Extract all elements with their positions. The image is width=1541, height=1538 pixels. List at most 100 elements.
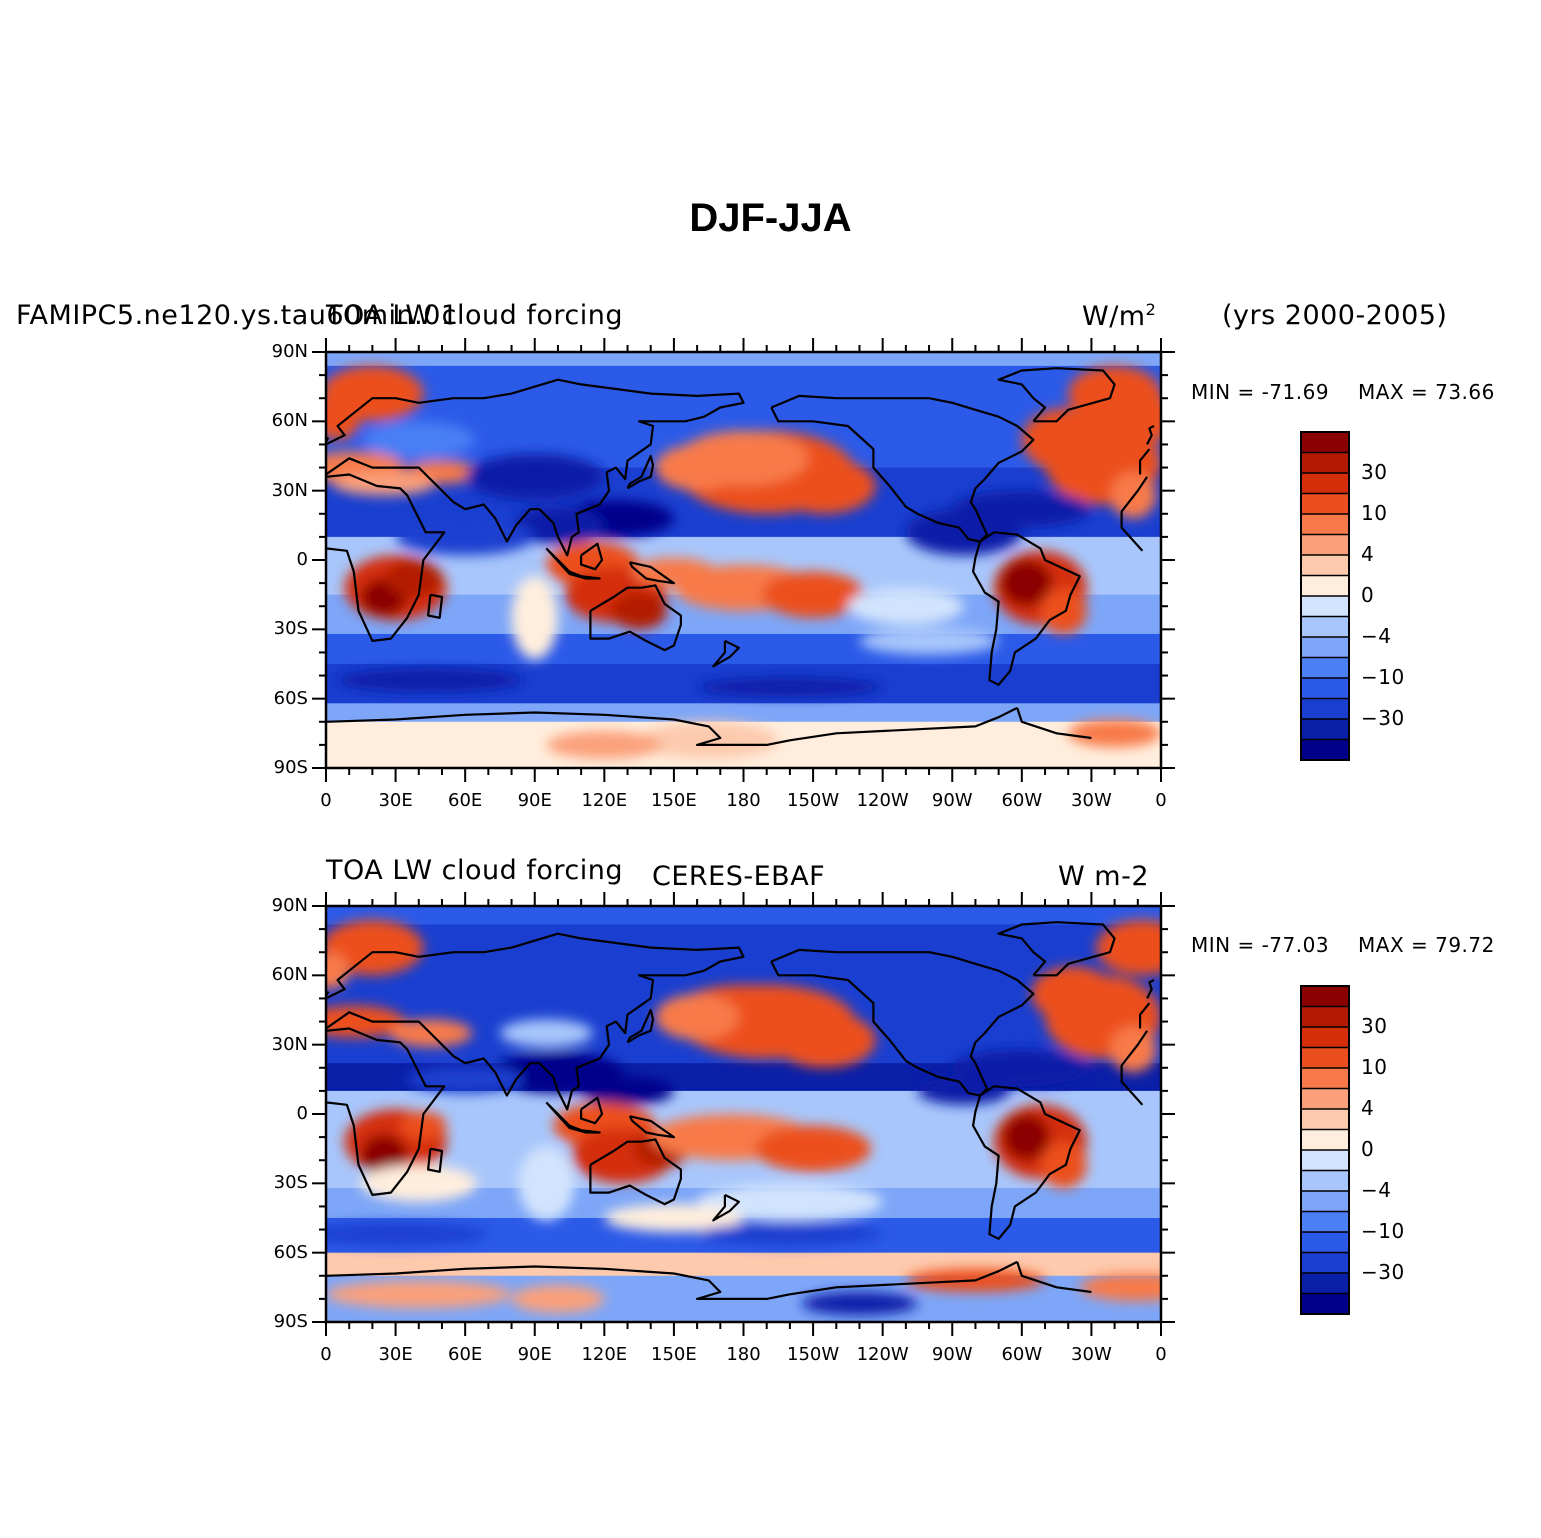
panel1-field-band <box>326 703 1161 723</box>
panel2-colorbar-box <box>1301 1293 1349 1315</box>
panel1-colorbar-box <box>1301 432 1349 453</box>
panel2-field-feature <box>581 1077 674 1105</box>
panel1-years-label: (yrs 2000-2005) <box>1222 300 1448 331</box>
panel1-lon-tick-label: 90W <box>931 790 973 811</box>
panel1-colorbar-label: 0 <box>1361 583 1375 607</box>
panel2-colorbar-box <box>1301 1232 1349 1253</box>
panel1-units-sup: 2 <box>1145 300 1157 319</box>
panel2-coastline <box>326 1011 391 1030</box>
panel1-lon-tick-label: 60E <box>448 790 483 811</box>
panel2-colorbar-label: 10 <box>1361 1055 1388 1079</box>
panel1-lat-tick-label: 0 <box>296 549 308 570</box>
panel2-coastline <box>1146 979 1155 999</box>
panel1-field-band <box>326 352 1161 367</box>
panel2-lon-tick-label: 0 <box>1155 1344 1167 1365</box>
panel1-coastline <box>580 542 604 571</box>
panel1-colorbar-label: −4 <box>1361 624 1392 648</box>
panel1-colorbar-box <box>1301 616 1349 638</box>
panel1-field-feature <box>363 421 475 459</box>
panel2-lon-tick-label: 120E <box>581 1344 628 1365</box>
panel2-field-feature <box>407 1065 524 1094</box>
panel1-lon-tick-label: 0 <box>1155 790 1167 811</box>
panel2-colorbar-box <box>1301 1129 1349 1151</box>
panel2-lon-tick-label: 150W <box>787 1344 840 1365</box>
panel1-coastline <box>626 454 655 490</box>
panel2-variable-label: TOA LW cloud forcing <box>326 855 623 886</box>
panel2-coastline <box>1016 1261 1092 1294</box>
panel2-field-feature <box>697 1183 883 1221</box>
panel1-colorbar-box <box>1301 452 1349 474</box>
panel1-colorbar-box <box>1301 719 1349 740</box>
panel1-colorbar-box <box>1301 575 1349 597</box>
panel2-field-feature <box>499 1019 593 1047</box>
panel2-coastline <box>589 1138 682 1206</box>
panel1-map <box>312 338 1175 782</box>
panel1-coastline <box>997 367 1116 423</box>
panel1-colorbar-label: 4 <box>1361 542 1375 566</box>
panel1-coastline <box>326 457 391 476</box>
panel2-lon-tick-label: 150E <box>651 1344 697 1365</box>
panel2-field-feature <box>801 1291 918 1316</box>
panel2-field-feature <box>360 1134 408 1177</box>
panel2-colorbar-box <box>1301 1150 1349 1171</box>
panel2-coastline <box>628 1115 675 1139</box>
panel1-lat-tick-label: 90N <box>271 341 308 362</box>
panel2-coastline <box>1120 1030 1149 1106</box>
panel1-lat-tick-label: 60N <box>271 410 308 432</box>
panel2-colorbar-box <box>1301 1273 1349 1294</box>
panel1-colorbar-box <box>1301 657 1349 679</box>
panel2-lon-tick-label: 30E <box>378 1344 413 1365</box>
panel2-field-feature <box>1040 1141 1087 1188</box>
panel2-coastline <box>580 1096 604 1125</box>
panel1-field-feature <box>511 576 558 660</box>
panel1-field-feature <box>1021 407 1115 473</box>
panel2-colorbar-label: 0 <box>1361 1137 1375 1161</box>
panel1-field-feature <box>611 592 667 630</box>
panel1-lat-tick-label: 30N <box>271 479 308 501</box>
panel1-field-feature <box>465 453 605 500</box>
panel2-lon-tick-label: 90E <box>517 1344 552 1365</box>
panel2-units-label: W m-2 <box>1058 861 1150 892</box>
panel1-field-feature <box>632 557 716 586</box>
panel2-colorbar-label: −30 <box>1361 1260 1405 1284</box>
panel2-field-feature <box>360 1164 477 1202</box>
panel1-colorbar-box <box>1301 698 1349 720</box>
panel1-field-band <box>326 365 1161 418</box>
panel2-field-band <box>326 1252 1161 1277</box>
panel2-lon-tick-label: 0 <box>320 1344 332 1365</box>
panel1-max-label: MAX = 73.66 <box>1358 380 1495 404</box>
panel1-field-feature <box>395 518 535 556</box>
panel2-lat-tick-label: 0 <box>296 1103 308 1124</box>
panel2-colorbar-label: −10 <box>1361 1219 1405 1243</box>
figure-title: DJF-JJA <box>689 196 852 240</box>
panel1-colorbar <box>1300 431 1350 761</box>
panel1-coastline <box>426 593 444 619</box>
panel1-lon-tick-label: 180 <box>726 790 761 811</box>
panel1-lat-tick-label: 60S <box>273 687 308 709</box>
panel1-field-feature <box>386 560 442 597</box>
panel2-coastline <box>770 948 1035 1097</box>
panel2-coastline <box>326 932 745 1111</box>
panel2-colorbar-box <box>1301 1211 1349 1233</box>
panel1-coastline <box>326 473 446 642</box>
panel1-lon-tick-label: 60W <box>1001 790 1043 811</box>
panel1-variable-label: TOA LW cloud forcing <box>326 300 623 331</box>
panel1-field-feature <box>655 444 739 491</box>
panel1-colorbar-box <box>1301 555 1349 576</box>
panel1-field-feature <box>1000 560 1052 607</box>
panel2-lat-tick-label: 90S <box>273 1311 308 1332</box>
panel1-field-feature <box>762 571 865 618</box>
panel1-lon-tick-label: 120W <box>856 790 909 811</box>
panel2-field-feature <box>518 1146 575 1221</box>
panel2-colorbar-frame <box>1300 985 1350 1315</box>
panel2-field-feature <box>655 993 739 1041</box>
panel2-coastline <box>712 1193 740 1222</box>
panel2-lat-tick-label: 60N <box>271 964 308 986</box>
panel2-max-label: MAX = 79.72 <box>1358 933 1495 957</box>
panel2-coastline <box>997 921 1116 977</box>
panel1-coastline <box>971 531 1081 686</box>
panel1-colorbar-box <box>1301 678 1349 699</box>
panel1-units-text: W/m <box>1082 301 1146 332</box>
panel2-field-feature <box>755 1125 872 1172</box>
panel2-field-feature <box>326 1222 489 1246</box>
